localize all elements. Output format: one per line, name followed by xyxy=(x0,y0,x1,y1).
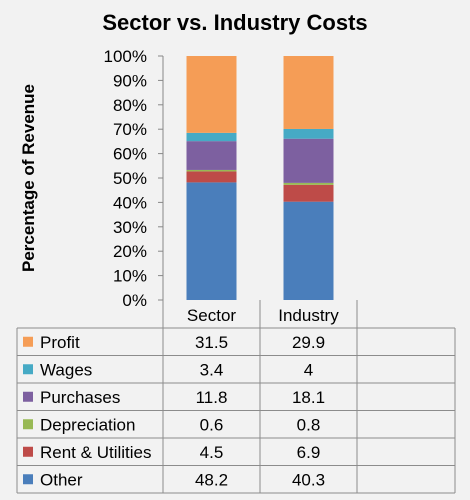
y-tick-label: 80% xyxy=(113,96,147,115)
table-value: 0.6 xyxy=(200,415,224,434)
y-tick-label: 100% xyxy=(104,47,147,66)
table-value: 4.5 xyxy=(200,443,224,462)
legend-swatch xyxy=(23,474,33,485)
table-value: 18.1 xyxy=(292,388,325,407)
bar-segment xyxy=(186,132,237,142)
legend-swatch xyxy=(23,419,33,430)
bar-segment xyxy=(283,201,334,300)
data-table: Sector Industry Profit 31.5 29.9 Wages 3.4 4 Pur… xyxy=(16,300,456,494)
y-tick-label: 90% xyxy=(113,71,147,90)
table-value: 4 xyxy=(304,360,313,379)
table-value: 3.4 xyxy=(200,360,224,379)
y-tick-label: 70% xyxy=(113,120,147,139)
table-value: 31.5 xyxy=(195,333,228,352)
y-tick-label: 60% xyxy=(113,145,147,164)
bar-segment xyxy=(186,171,237,183)
legend-label: Rent & Utilities xyxy=(40,443,151,462)
category-label: Industry xyxy=(278,306,339,325)
y-tick-label: 20% xyxy=(113,242,147,261)
bar-segment xyxy=(283,182,334,185)
chart-title: Sector vs. Industry Costs xyxy=(102,10,367,35)
legend-label: Profit xyxy=(40,333,80,352)
table-value: 29.9 xyxy=(292,333,325,352)
legend-swatch xyxy=(23,364,33,375)
y-tick-label: 0% xyxy=(122,291,147,310)
bar-segment xyxy=(283,128,334,139)
bar-segment xyxy=(186,141,237,170)
legend-swatch xyxy=(23,391,33,402)
legend-swatch xyxy=(23,446,33,457)
legend-label: Other xyxy=(40,470,83,489)
category-label: Sector xyxy=(187,306,236,325)
table-value: 40.3 xyxy=(292,470,325,489)
bars xyxy=(186,56,334,300)
y-tick-label: 50% xyxy=(113,169,147,188)
y-tick-label: 10% xyxy=(113,267,147,286)
y-axis-label: Percentage of Revenue xyxy=(19,84,38,272)
y-axis-ticks: 0% 10% 20% 30% 40% 50% 60% 70% 80% 90% 100% xyxy=(104,47,163,310)
legend-label: Wages xyxy=(40,360,92,379)
bar-segment xyxy=(186,169,237,172)
legend-label: Purchases xyxy=(40,388,120,407)
bar-segment xyxy=(283,184,334,202)
table-value: 0.8 xyxy=(297,415,321,434)
bar-segment xyxy=(186,182,237,300)
bar-segment xyxy=(186,56,237,133)
table-value: 11.8 xyxy=(196,388,228,407)
bar-segment xyxy=(283,138,334,183)
legend-swatch xyxy=(23,336,33,347)
legend-label: Depreciation xyxy=(40,415,135,434)
bar-segment xyxy=(283,56,334,129)
table-value: 6.9 xyxy=(297,443,321,462)
y-tick-label: 40% xyxy=(113,193,147,212)
table-value: 48.2 xyxy=(195,470,228,489)
y-tick-label: 30% xyxy=(113,218,147,237)
